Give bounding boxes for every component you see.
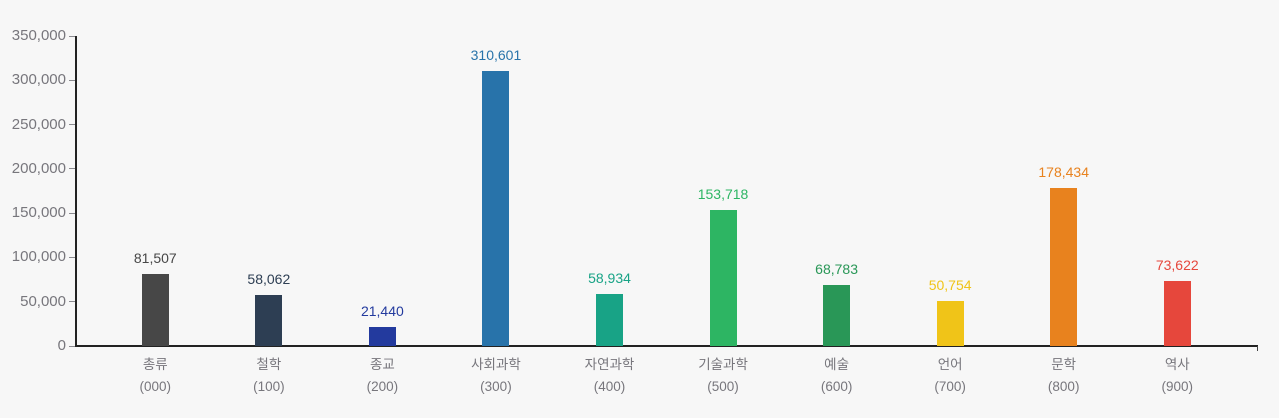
bar-value-label: 58,062 (247, 270, 291, 287)
y-axis-tick-label: 50,000 (20, 292, 66, 310)
bar-value-label: 178,434 (1038, 163, 1089, 180)
y-axis-tick (69, 256, 76, 258)
bar-value-label: 68,783 (815, 261, 858, 278)
y-axis-tick-label: 200,000 (11, 159, 66, 177)
x-axis-category-label: 총류 (000) (95, 354, 215, 397)
category-code: (600) (820, 378, 853, 394)
x-axis-category-label: 철학 (100) (209, 354, 329, 397)
y-axis-tick (69, 212, 76, 214)
y-axis-tick (69, 168, 76, 170)
y-axis-tick (69, 35, 76, 37)
bar-역사[interactable] (1163, 280, 1191, 346)
x-axis-category-label: 기술과학 (500) (663, 354, 783, 397)
x-axis-category-label: 사회과학 (300) (436, 354, 556, 397)
category-name: 종교 (369, 357, 395, 372)
category-code: (800) (1047, 378, 1080, 394)
category-name: 예술 (824, 357, 850, 372)
bar-예술[interactable] (823, 285, 851, 346)
bar-value-label: 81,507 (133, 249, 177, 266)
y-axis-tick-label: 0 (57, 337, 66, 354)
bar-사회과학[interactable] (482, 70, 510, 346)
x-axis-category-label: 종교 (200) (322, 354, 442, 397)
x-axis-category-label: 자연과학 (400) (550, 354, 670, 397)
category-name: 역사 (1164, 357, 1190, 372)
x-axis-category-label: 문학 (800) (1004, 354, 1124, 397)
x-axis-category-label: 언어 (700) (890, 354, 1010, 397)
x-axis-end-tick (1257, 346, 1258, 351)
y-axis-line (75, 36, 77, 346)
y-axis-tick-label: 250,000 (11, 115, 66, 133)
category-code: (500) (707, 378, 739, 394)
x-axis-category-label: 역사 (900) (1117, 354, 1237, 397)
category-name: 총류 (142, 357, 168, 372)
category-name: 문학 (1051, 357, 1077, 372)
category-code: (100) (253, 378, 285, 394)
category-code: (700) (934, 378, 966, 394)
bar-언어[interactable] (936, 301, 964, 346)
category-code: (900) (1161, 378, 1193, 394)
bar-value-label: 58,934 (588, 269, 631, 286)
category-name: 자연과학 (584, 357, 635, 372)
category-name: 언어 (937, 357, 963, 372)
x-axis-line (75, 345, 1258, 347)
bar-총류[interactable] (141, 273, 169, 346)
bar-value-label: 50,754 (928, 277, 972, 294)
category-code: (300) (480, 378, 512, 394)
bar-value-label: 153,718 (697, 185, 749, 202)
bar-value-label: 310,601 (470, 46, 522, 63)
bar-value-label: 73,622 (1155, 256, 1199, 273)
y-axis-tick-label: 100,000 (11, 248, 66, 266)
category-name: 기술과학 (698, 357, 748, 372)
category-name: 사회과학 (471, 357, 521, 372)
bar-자연과학[interactable] (596, 293, 623, 346)
category-name: 철학 (256, 357, 282, 372)
bar-문학[interactable] (1050, 187, 1078, 346)
y-axis-tick (69, 301, 76, 303)
bar-철학[interactable] (255, 294, 283, 346)
y-axis-tick-label: 300,000 (11, 71, 66, 89)
y-axis-tick (69, 124, 76, 126)
y-axis-tick (69, 345, 76, 347)
category-code: (400) (593, 378, 626, 394)
category-code: (200) (366, 378, 399, 394)
y-axis-tick-label: 350,000 (11, 27, 66, 44)
bar-기술과학[interactable] (709, 209, 737, 346)
bar-value-label: 21,440 (360, 303, 404, 319)
bar-종교[interactable] (368, 327, 396, 346)
y-axis-tick (69, 79, 76, 81)
x-axis-category-label: 예술 (600) (777, 354, 897, 397)
category-code: (000) (139, 378, 172, 394)
y-axis-tick-label: 150,000 (11, 204, 66, 222)
